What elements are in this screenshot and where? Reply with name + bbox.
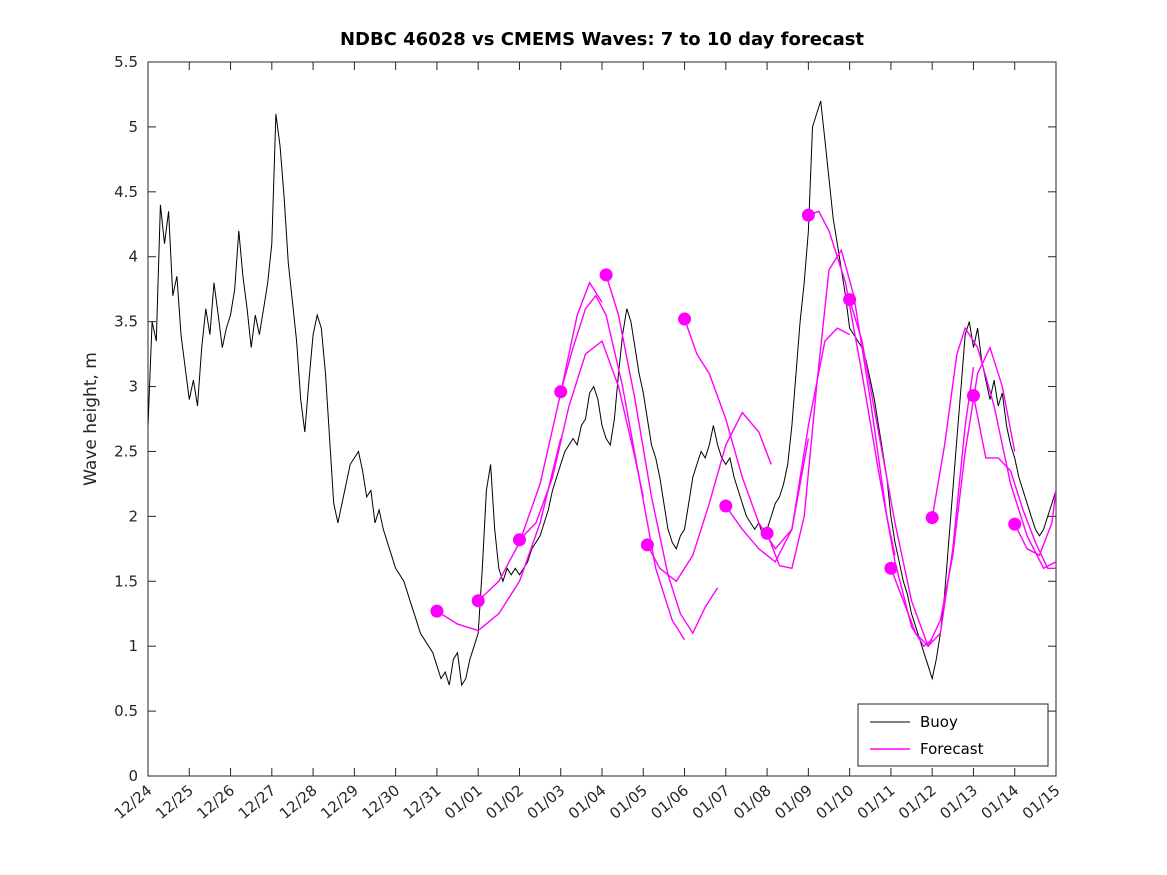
y-tick-label: 2.5: [114, 442, 138, 460]
forecast-run-line: [519, 339, 644, 541]
x-tick-label: 01/04: [565, 781, 610, 823]
legend-box: [857, 703, 1049, 767]
y-tick-label: 1.5: [114, 572, 138, 590]
x-tick-label: 01/12: [895, 781, 940, 823]
forecast-start-dot: [843, 293, 857, 307]
forecast-run-line: [683, 318, 810, 550]
forecast-run-line: [890, 345, 1016, 648]
forecast-start-dot: [966, 389, 980, 403]
x-tick-label: 01/02: [482, 781, 527, 823]
forecast-start-dot: [599, 268, 613, 282]
x-tick-label: 01/06: [647, 781, 692, 823]
x-tick-label: 12/26: [193, 781, 238, 823]
forecast-run-line: [560, 294, 686, 641]
y-tick-label: 4.5: [114, 183, 138, 201]
forecast-start-dot: [471, 594, 485, 608]
x-tick-label: 12/28: [276, 781, 321, 823]
y-tick-label: 2: [128, 507, 138, 525]
forecast-start-dot: [640, 538, 654, 552]
x-tick-label: 01/15: [1019, 781, 1064, 823]
x-tick-label: 01/14: [978, 781, 1023, 823]
forecast-run-line: [972, 395, 1056, 569]
forecast-start-dot: [884, 561, 898, 575]
y-axis-label: Wave height, m: [81, 352, 101, 486]
x-tick-label: 01/08: [730, 781, 775, 823]
forecast-start-dot: [925, 511, 939, 525]
legend-entry-label: Buoy: [920, 713, 958, 731]
forecast-run-line: [931, 326, 1056, 570]
axes-box: [147, 61, 1057, 777]
chart-title: NDBC 46028 vs CMEMS Waves: 7 to 10 day f…: [340, 29, 864, 50]
buoy-line: [148, 100, 1056, 687]
forecast-run-line: [1014, 490, 1056, 557]
x-tick-label: 01/10: [813, 781, 858, 823]
forecast-run-line: [436, 438, 562, 632]
forecast-start-dot: [512, 533, 526, 547]
forecast-run-line: [808, 210, 933, 648]
x-tick-label: 01/13: [936, 781, 981, 823]
x-tick-label: 12/24: [111, 781, 156, 823]
x-tick-label: 01/11: [854, 781, 899, 823]
y-tick-label: 0.5: [114, 702, 138, 720]
forecast-run-line: [848, 299, 975, 648]
forecast-run-line: [646, 411, 772, 583]
x-tick-label: 12/31: [400, 781, 445, 823]
y-tick-label: 3.5: [114, 313, 138, 331]
y-tick-label: 5.5: [114, 53, 138, 71]
forecast-run-line: [605, 274, 719, 635]
x-tick-label: 12/27: [235, 781, 280, 823]
forecast-start-dot: [678, 312, 692, 326]
x-tick-label: 12/29: [317, 781, 362, 823]
forecast-start-dot: [760, 526, 774, 540]
y-tick-label: 5: [128, 118, 138, 136]
x-tick-label: 01/09: [771, 781, 816, 823]
legend-entry-label: Forecast: [920, 740, 984, 758]
x-tick-label: 01/05: [606, 781, 651, 823]
forecast-run-line: [725, 327, 850, 563]
y-tick-label: 4: [128, 248, 138, 266]
forecast-run-line: [477, 281, 603, 602]
y-tick-label: 3: [128, 378, 138, 396]
forecast-start-dot: [1008, 517, 1022, 531]
forecast-run-line: [766, 248, 896, 570]
x-tick-label: 01/01: [441, 781, 486, 823]
x-tick-label: 01/03: [524, 781, 569, 823]
forecast-start-dot: [430, 604, 444, 618]
chart-legend: Buoy Forecast: [857, 703, 1049, 767]
y-axis-ticks: 0 0.5 1 1.5 2 2.5 3 3.5 4 4.5 5 5.5: [114, 53, 1056, 785]
forecast-runs: [430, 208, 1056, 648]
x-tick-label: 12/25: [152, 781, 197, 823]
y-tick-label: 1: [128, 637, 138, 655]
x-tick-label: 12/30: [359, 781, 404, 823]
y-tick-label: 0: [128, 767, 138, 785]
forecast-start-dot: [554, 385, 568, 399]
forecast-start-dot: [719, 499, 733, 513]
x-tick-label: 01/07: [689, 781, 734, 823]
forecast-start-dot: [801, 208, 815, 222]
